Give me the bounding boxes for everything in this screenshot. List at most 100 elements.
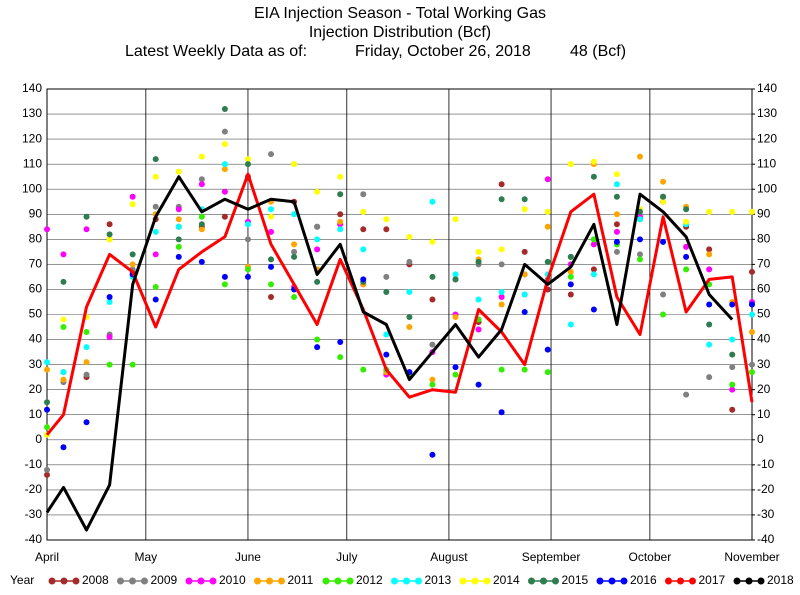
dot [268, 263, 275, 270]
dot [429, 198, 436, 205]
y-tick-label: 10 [29, 407, 43, 421]
dot [567, 161, 574, 168]
dot [660, 198, 667, 205]
date-label: Latest Weekly Data as of: [125, 43, 307, 60]
dot [383, 226, 390, 233]
legend-swatch [129, 577, 136, 585]
dot [175, 168, 182, 175]
dot [383, 216, 390, 223]
dot [244, 161, 251, 168]
dot [175, 243, 182, 250]
dot [660, 291, 667, 298]
y2-tick-label: -40 [757, 532, 775, 546]
dot [268, 206, 275, 213]
dot [475, 258, 482, 265]
dot [268, 151, 275, 158]
dot [544, 346, 551, 353]
dot [749, 208, 755, 215]
dot [729, 364, 736, 371]
y-tick-label: -30 [25, 507, 43, 521]
y-tick-label: 80 [29, 232, 43, 246]
dot [498, 409, 505, 416]
dot [268, 293, 275, 300]
y-tick-label: 50 [29, 307, 43, 321]
dot [360, 246, 367, 253]
dot [590, 236, 597, 243]
dot [291, 161, 298, 168]
dot [636, 216, 643, 223]
legend-label: 2012 [356, 573, 383, 587]
dot [729, 386, 736, 393]
dot [44, 406, 50, 413]
dot [291, 293, 298, 300]
y2-tick-label: 120 [757, 131, 777, 145]
dot [221, 141, 228, 148]
dot [221, 213, 228, 220]
dot [221, 281, 228, 288]
dot [291, 248, 298, 255]
y-tick-label: 100 [22, 181, 42, 195]
dot [83, 213, 90, 220]
y-tick-label: 130 [22, 106, 42, 120]
dot [44, 399, 50, 406]
dot [452, 216, 459, 223]
dot [44, 466, 50, 473]
legend-label: 2009 [151, 573, 178, 587]
dot [83, 344, 90, 351]
dot [198, 213, 205, 220]
dot [221, 161, 228, 168]
dot [221, 273, 228, 280]
dot [244, 273, 251, 280]
dot [660, 311, 667, 318]
dot [498, 261, 505, 268]
dot [406, 314, 413, 321]
dot [521, 308, 528, 315]
dot [613, 238, 620, 245]
dot [60, 369, 67, 376]
dot [660, 238, 667, 245]
dot [749, 329, 755, 336]
dot [590, 271, 597, 278]
dot [613, 248, 620, 255]
dot [244, 266, 251, 273]
y2-tick-label: 80 [757, 232, 771, 246]
legend-swatch [733, 577, 741, 585]
dot [291, 241, 298, 248]
x-tick-label: May [134, 550, 157, 564]
y2-tick-label: -30 [757, 507, 775, 521]
y2-tick-label: -20 [757, 482, 775, 496]
dot [475, 326, 482, 333]
dot [175, 216, 182, 223]
dot [452, 314, 459, 321]
dot [590, 306, 597, 313]
legend-swatch [745, 577, 753, 585]
dot [683, 206, 690, 213]
dot [544, 208, 551, 215]
legend-swatch [72, 577, 80, 585]
dot [360, 276, 367, 283]
legend-swatch [60, 577, 68, 585]
dot [498, 246, 505, 253]
legend-swatch [278, 577, 285, 585]
dot [337, 339, 344, 346]
dot [268, 256, 275, 263]
dot [498, 366, 505, 373]
dot [590, 173, 597, 180]
dot [360, 191, 367, 198]
dot [314, 246, 321, 253]
legend-title: Year [10, 573, 34, 587]
dot [314, 278, 321, 285]
legend-swatch [471, 577, 479, 585]
dot [221, 166, 228, 173]
dot [544, 369, 551, 376]
dot [198, 181, 205, 188]
legend-label: 2016 [630, 573, 657, 587]
dot [683, 391, 690, 398]
legend-label: 2011 [288, 573, 314, 587]
dot [429, 341, 436, 348]
x-tick-label: September [522, 550, 581, 564]
y-tick-label: 30 [29, 357, 43, 371]
dot [314, 236, 321, 243]
dot [429, 296, 436, 303]
